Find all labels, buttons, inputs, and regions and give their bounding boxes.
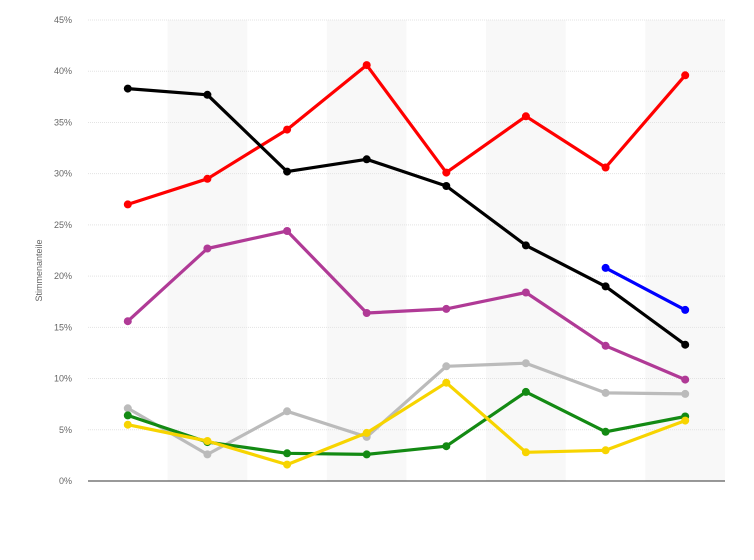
y-tick-label: 5% <box>59 425 72 435</box>
series-line <box>603 266 687 312</box>
data-point[interactable] <box>362 61 371 70</box>
data-point[interactable] <box>601 427 610 436</box>
series-line <box>126 361 687 456</box>
data-point[interactable] <box>123 411 132 420</box>
data-point[interactable] <box>442 304 451 313</box>
data-point[interactable] <box>123 200 132 209</box>
y-tick-label: 15% <box>54 322 72 332</box>
data-point[interactable] <box>681 375 690 384</box>
series-line <box>126 381 687 467</box>
data-point[interactable] <box>521 448 530 457</box>
y-tick-label: 25% <box>54 220 72 230</box>
data-point[interactable] <box>123 317 132 326</box>
data-point[interactable] <box>362 309 371 317</box>
y-tick-label: 10% <box>54 374 72 384</box>
data-point[interactable] <box>681 416 690 425</box>
data-point[interactable] <box>203 174 212 183</box>
data-point[interactable] <box>362 428 371 437</box>
data-point[interactable] <box>123 84 132 93</box>
data-point[interactable] <box>442 362 451 371</box>
y-tick-label: 20% <box>54 271 72 281</box>
data-point[interactable] <box>601 163 610 172</box>
data-point[interactable] <box>521 112 530 121</box>
y-tick-label: 30% <box>54 169 72 179</box>
data-point[interactable] <box>362 450 371 459</box>
y-tick-label: 40% <box>54 66 72 76</box>
data-point[interactable] <box>283 125 292 134</box>
data-point[interactable] <box>521 387 530 396</box>
y-axis-title: Stimmenanteile <box>34 239 44 301</box>
data-point[interactable] <box>283 167 292 176</box>
data-point[interactable] <box>601 282 610 291</box>
y-tick-label: 0% <box>59 476 72 486</box>
y-axis-ticks: 0% 5% 10% 15% 20% 25% 30% 35% 40% 45% <box>54 15 72 486</box>
series-2 <box>601 263 690 314</box>
series-line <box>126 63 687 206</box>
series-6 <box>123 378 690 469</box>
data-point[interactable] <box>681 71 690 80</box>
data-point[interactable] <box>283 449 292 458</box>
data-point[interactable] <box>681 389 690 398</box>
data-point[interactable] <box>203 450 212 459</box>
data-point[interactable] <box>203 90 212 99</box>
data-point[interactable] <box>601 388 610 397</box>
data-point[interactable] <box>601 263 610 272</box>
y-tick-label: 45% <box>54 15 72 25</box>
data-point[interactable] <box>442 168 451 177</box>
data-point[interactable] <box>442 182 451 190</box>
series-line <box>126 229 687 382</box>
series-3 <box>123 227 690 384</box>
series-1 <box>123 84 690 349</box>
series-0 <box>123 61 690 209</box>
data-point[interactable] <box>203 244 212 253</box>
y-tick-label: 35% <box>54 117 72 127</box>
data-point[interactable] <box>362 155 371 164</box>
data-point[interactable] <box>442 378 451 387</box>
background-band <box>645 20 725 481</box>
series-line <box>126 86 687 347</box>
data-point[interactable] <box>283 407 292 416</box>
data-point[interactable] <box>601 341 610 350</box>
data-point[interactable] <box>521 359 530 368</box>
data-point[interactable] <box>681 305 690 314</box>
data-point[interactable] <box>442 442 451 451</box>
data-point[interactable] <box>521 288 530 297</box>
data-point[interactable] <box>123 420 132 429</box>
data-point[interactable] <box>283 460 292 469</box>
data-point[interactable] <box>203 437 212 445</box>
data-point[interactable] <box>681 340 690 349</box>
series-layer <box>123 61 690 469</box>
data-point[interactable] <box>521 241 530 250</box>
data-point[interactable] <box>123 404 132 413</box>
background-band <box>326 20 407 481</box>
alternating-bands <box>167 20 725 481</box>
data-point[interactable] <box>283 227 292 235</box>
data-point[interactable] <box>601 446 610 455</box>
